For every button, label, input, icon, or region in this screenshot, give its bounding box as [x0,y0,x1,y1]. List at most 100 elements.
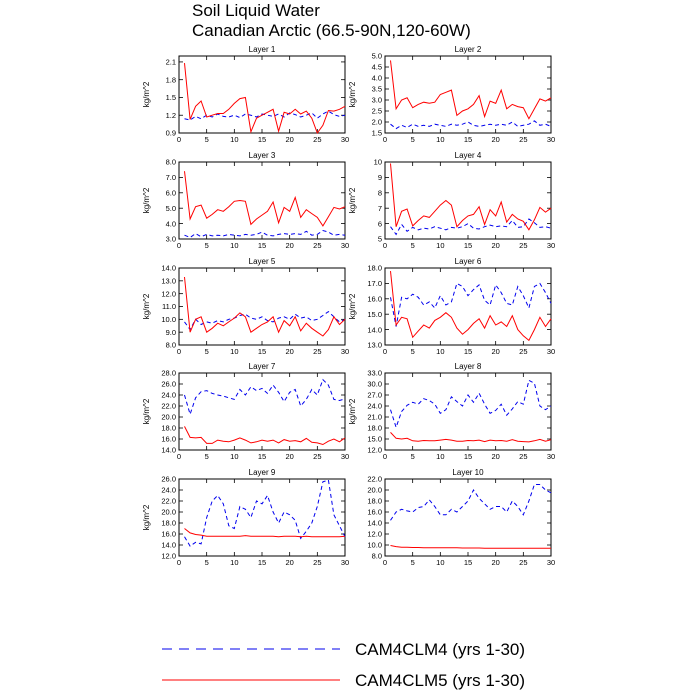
layer8-series-clm4 [390,379,552,429]
layer3-xtick-label: 30 [341,241,349,250]
layer7-ytick-label: 24.0 [161,391,176,400]
layer7-ytick-label: 20.0 [161,413,176,422]
layer2-xtick-label: 0 [383,135,387,144]
layer6-xtick-label: 30 [547,347,555,356]
layer4-xtick-label: 0 [383,241,387,250]
legend: CAM4CLM4 (yrs 1-30) CAM4CLM5 (yrs 1-30) [162,640,525,690]
layer7-ytick-label: 18.0 [161,424,176,433]
layer10-frame [384,478,552,557]
layer7-xtick-label: 25 [313,452,321,461]
layer3-series-clm5 [184,171,346,227]
layer7-xtick-label: 5 [205,452,209,461]
layer10-title: Layer 10 [452,468,484,477]
layer1-xtick-label: 5 [205,135,209,144]
layer9-ytick-label: 12.0 [161,552,176,561]
layer3-xtick-label: 0 [177,241,181,250]
layer2-frame [384,55,552,134]
layer1-ytick-label: 1.5 [166,93,176,102]
layer2-ytick-label: 1.5 [372,129,382,138]
layer7-series-clm5 [184,426,346,446]
layer7-ylabel: kg/m^2 [142,398,151,424]
layer9-ytick-label: 26.0 [161,475,176,484]
layer6-title: Layer 6 [455,257,482,266]
layer6-xtick-label: 0 [383,347,387,356]
layer8-frame [384,372,552,451]
layer3-xtick-label: 10 [230,241,238,250]
layer1-title: Layer 1 [249,45,276,54]
layer6-ytick-label: 17.0 [367,279,382,288]
layer2-ytick-label: 4.5 [372,63,382,72]
layer1-ytick-label: 1.2 [166,111,176,120]
layer4-xtick-label: 20 [491,241,499,250]
layer6-xtick-label: 15 [464,347,472,356]
layer5-ytick-label: 13.0 [161,277,176,286]
layer10-ytick-label: 20.0 [367,486,382,495]
layer5-ytick-label: 8.0 [166,341,176,350]
layer7-ytick-label: 22.0 [161,402,176,411]
layer4-series-clm4 [390,218,552,236]
layer10-ytick-label: 22.0 [367,475,382,484]
layer6-series-clm5 [390,271,552,342]
layer10-ytick-label: 8.0 [372,552,382,561]
layer7-frame [178,372,346,451]
layer6-series-clm4 [390,282,552,327]
layer9-frame [178,478,346,557]
layer1-xtick-label: 15 [258,135,266,144]
layer6-ytick-label: 16.0 [367,295,382,304]
layer2-ylabel: kg/m^2 [348,81,357,107]
layer4-xtick-label: 10 [436,241,444,250]
layer6-ytick-label: 14.0 [367,325,382,334]
layer10-series-clm5 [390,545,551,549]
layer6-ytick-label: 13.0 [367,341,382,350]
layer2-xtick-label: 5 [411,135,415,144]
layer10-ytick-label: 12.0 [367,530,382,539]
layer10-ytick-label: 16.0 [367,508,382,517]
layer1-frame [178,55,346,134]
layer1-xtick-label: 30 [341,135,349,144]
layer8-xtick-label: 30 [547,452,555,461]
layer7-xtick-label: 15 [258,452,266,461]
layer9-xtick-label: 5 [205,558,209,567]
layer10-ytick-label: 18.0 [367,497,382,506]
layer5-ylabel: kg/m^2 [142,293,151,319]
layer5-frame [178,267,346,346]
layer4-frame [384,161,552,240]
layer1-xtick-label: 25 [313,135,321,144]
layer6-xtick-label: 10 [436,347,444,356]
layer9-ytick-label: 18.0 [161,519,176,528]
layer7-ytick-label: 14.0 [161,446,176,455]
layer8-xtick-label: 10 [436,452,444,461]
layer5-xtick-label: 20 [285,347,293,356]
layer9-ylabel: kg/m^2 [142,504,151,530]
layer2-series-clm5 [390,60,552,120]
layer10-ytick-label: 10.0 [367,541,382,550]
layer8-ylabel: kg/m^2 [348,398,357,424]
layer1-xtick-label: 0 [177,135,181,144]
layer6-ytick-label: 18.0 [367,264,382,273]
layer7-series-clm4 [184,378,346,416]
legend-label-clm4: CAM4CLM4 (yrs 1-30) [355,640,525,659]
layer8-xtick-label: 0 [383,452,387,461]
layer7-xtick-label: 20 [285,452,293,461]
legend-label-clm5: CAM4CLM5 (yrs 1-30) [355,671,525,690]
layer3-ytick-label: 4.0 [166,219,176,228]
layer5-xtick-label: 30 [341,347,349,356]
layer1-ytick-label: 2.1 [166,58,176,67]
layer2-ytick-label: 3.5 [372,85,382,94]
layer2-title: Layer 2 [455,45,482,54]
layer5-ytick-label: 11.0 [162,302,176,311]
layer8-ytick-label: 33.0 [367,369,382,378]
layer4-xtick-label: 30 [547,241,555,250]
chart-title-line1: Soil Liquid Water [192,1,320,20]
layer10-xtick-label: 10 [436,558,444,567]
layer9-xtick-label: 10 [230,558,238,567]
layer5-xtick-label: 0 [177,347,181,356]
layer7-panel: Layer 7 kg/m^2 0 5 10 15 20 25 30 14.0 16.0 18.0 20.… [142,362,349,461]
layer3-panel: Layer 3 kg/m^2 0 5 10 15 20 25 30 3.0 4.0 5.0 6.0 7.0… [142,151,349,250]
layer5-xtick-label: 15 [258,347,266,356]
layer5-ytick-label: 14.0 [161,264,176,273]
layer9-series-clm5 [184,528,346,538]
layer3-series-clm4 [184,229,346,239]
layer5-ytick-label: 9.0 [166,328,176,337]
layer9-ytick-label: 22.0 [161,497,176,506]
